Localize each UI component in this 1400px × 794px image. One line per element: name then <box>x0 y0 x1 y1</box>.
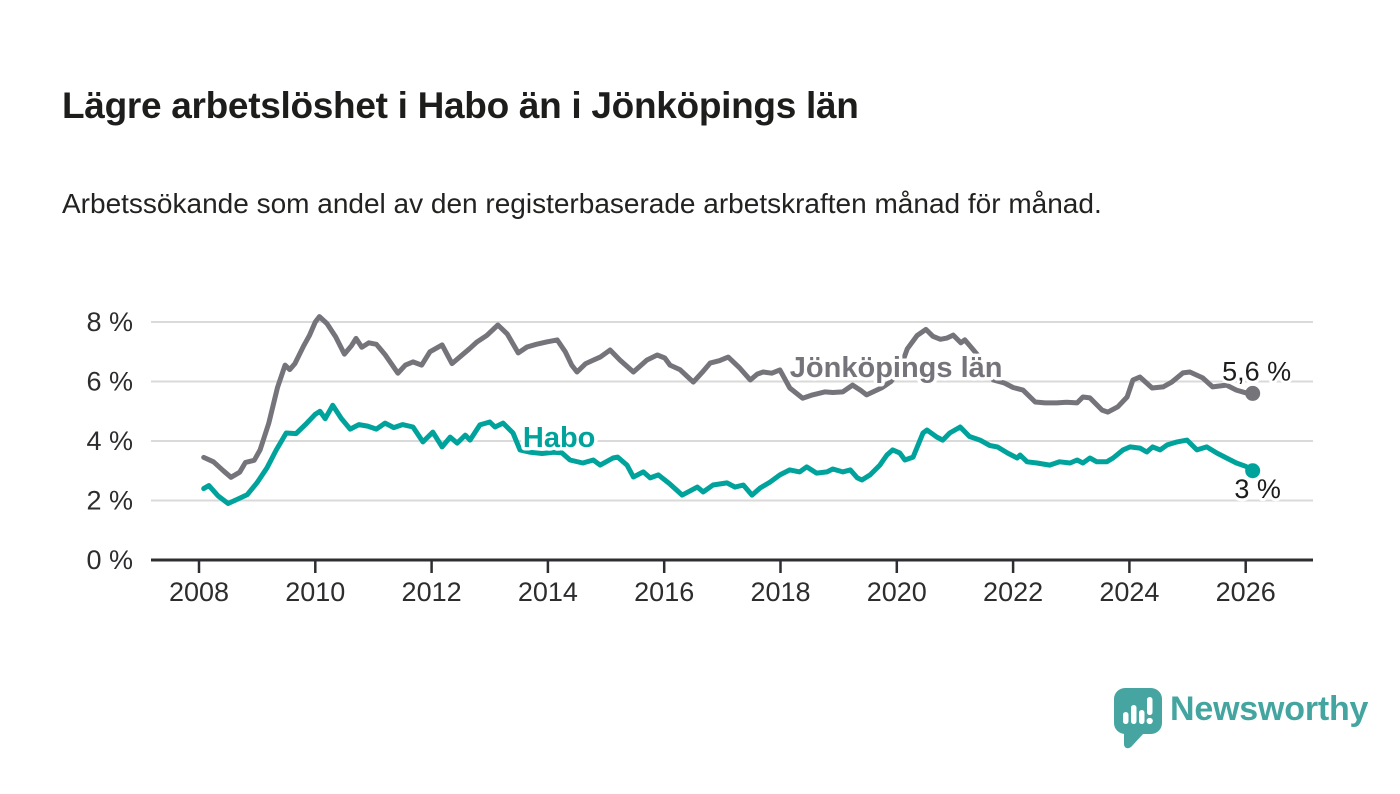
page-title: Lägre arbetslöshet i Habo än i Jönköping… <box>62 84 859 126</box>
series-line-habo <box>201 402 1256 506</box>
logo-bar-3 <box>1139 710 1145 724</box>
x-tick-label-2024: 2024 <box>1099 577 1159 607</box>
y-tick-label-0pct: 0 % <box>86 545 133 575</box>
logo-exclamation-dot <box>1146 717 1153 725</box>
page-subtitle: Arbetssökande som andel av den registerb… <box>62 188 1102 219</box>
logo-bar-2 <box>1131 705 1137 724</box>
x-tick-label-2012: 2012 <box>402 577 462 607</box>
x-tick-label-2020: 2020 <box>867 577 927 607</box>
x-tick-label-2010: 2010 <box>285 577 345 607</box>
y-tick-label-8pct: 8 % <box>86 307 133 337</box>
series-label-jonkopings-lan: Jönköpings län <box>790 352 1003 384</box>
series-end-dot-habo <box>1245 463 1261 479</box>
logo-exclamation-bar <box>1147 697 1153 715</box>
logo-bubble <box>1114 688 1162 734</box>
y-tick-label-2pct: 2 % <box>86 486 133 516</box>
x-tick-label-2022: 2022 <box>983 577 1043 607</box>
unemployment-line-chart: Jönköpings län Habo 5,6 % 3 % 2008 2010 2012 20… <box>86 307 1313 607</box>
x-tick-label-2018: 2018 <box>750 577 810 607</box>
end-value-label-habo: 3 % <box>1234 474 1281 504</box>
x-tick-label-2014: 2014 <box>518 577 578 607</box>
brand-name: Newsworthy <box>1170 690 1369 728</box>
y-tick-label-6pct: 6 % <box>86 367 133 397</box>
logo-bubble-tail <box>1124 730 1144 749</box>
series-label-habo: Habo <box>523 422 596 454</box>
end-value-label-jonkopings-lan: 5,6 % <box>1222 356 1291 386</box>
y-tick-label-4pct: 4 % <box>86 426 133 456</box>
newsworthy-logo-icon <box>1114 688 1162 749</box>
x-tick-label-2016: 2016 <box>634 577 694 607</box>
x-tick-label-2026: 2026 <box>1216 577 1276 607</box>
brand-footer <box>1112 686 1164 752</box>
x-tick-label-2008: 2008 <box>169 577 229 607</box>
series-line-jonkopings-lan <box>201 314 1256 480</box>
series-end-dot-jonkopings-lan <box>1245 385 1261 401</box>
logo-bar-1 <box>1123 712 1129 724</box>
